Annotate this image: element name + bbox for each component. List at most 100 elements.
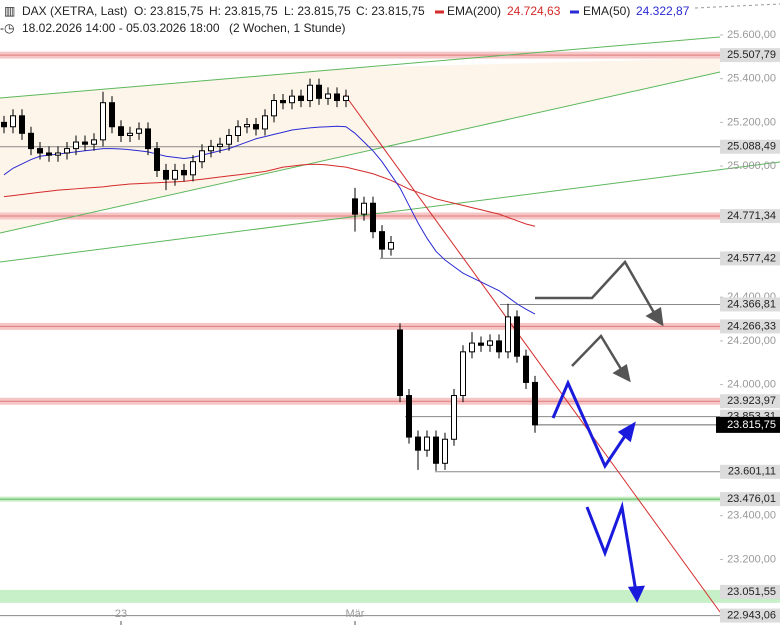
header: ▥ DAX (XETRA, Last) O: 23.815,75 H: 23.8… — [0, 4, 690, 35]
level-label: 23.601,11 — [728, 466, 776, 478]
candle-body — [397, 329, 403, 397]
level-label: 24.771,34 — [727, 210, 776, 222]
x-tick-label: 23 — [115, 608, 127, 620]
candle-body — [388, 242, 394, 250]
arrow — [585, 501, 638, 593]
candle-body — [514, 316, 520, 357]
candle-body — [163, 169, 169, 180]
level-zone — [0, 589, 780, 603]
level-label: 24.366,81 — [727, 298, 776, 310]
ohlc-low: L: 23.815,75 — [284, 4, 351, 18]
legend-name: EMA(200) — [447, 4, 501, 18]
candle-body — [343, 95, 349, 102]
legend-name: EMA(50) — [583, 4, 630, 18]
candle-body — [1, 121, 7, 128]
ohlc-close: C: 23.815,75 — [356, 4, 425, 18]
candle-body — [181, 169, 187, 176]
candle-body — [415, 436, 421, 451]
y-tick-label: 25.400,00 — [727, 73, 776, 85]
candle-body — [316, 84, 322, 99]
candle-body — [271, 100, 277, 117]
interval: (2 Wochen, 1 Stunde) — [229, 21, 346, 35]
y-tick-label: 24.200,00 — [727, 335, 776, 347]
candle-body — [235, 126, 241, 136]
candle-body — [109, 102, 115, 128]
candle-body — [325, 93, 331, 99]
y-tick-label: 24.000,00 — [727, 379, 776, 391]
candle-body — [298, 95, 304, 102]
level-label-bg — [720, 251, 780, 266]
candle-body — [100, 102, 106, 141]
candle-body — [478, 342, 484, 346]
candle-body — [244, 124, 250, 128]
trend-line — [0, 36, 721, 99]
candle-body — [208, 145, 214, 152]
candle-body — [226, 134, 232, 145]
candle-body — [469, 342, 475, 353]
ohlc-high: H: 23.815,75 — [209, 4, 278, 18]
candle-body — [28, 132, 34, 150]
candle-body — [487, 340, 493, 346]
level-label: 23.051,55 — [727, 586, 776, 598]
candle-body — [37, 148, 43, 154]
last-price-bg — [716, 416, 780, 433]
arrow-head — [617, 421, 636, 443]
level-label: 23.476,01 — [727, 493, 776, 505]
level-label: 24.577,42 — [727, 252, 776, 264]
level-label-bg — [720, 394, 780, 409]
candle-body — [532, 381, 538, 426]
x-tick-label: Mär — [346, 608, 365, 620]
level-label-bg — [720, 209, 780, 224]
level-label-bg — [720, 319, 780, 334]
arrow — [571, 333, 626, 375]
candle-body — [73, 141, 79, 150]
arrow-head — [612, 363, 631, 383]
candle-body — [442, 438, 448, 464]
trend-line — [0, 161, 780, 263]
level-label-bg — [720, 584, 780, 599]
y-tick-label: 23.400,00 — [727, 510, 776, 522]
candle-body — [154, 148, 160, 171]
candle-body — [10, 115, 16, 128]
candle-body — [424, 436, 430, 451]
candle-body — [505, 316, 511, 353]
arrow — [535, 259, 659, 319]
candle-body — [307, 84, 313, 102]
level-label: 25.507,79 — [727, 49, 776, 61]
candle-body — [352, 198, 358, 215]
candle-body — [460, 351, 466, 397]
level-label: 23.923,97 — [727, 395, 776, 407]
candle-body — [91, 139, 97, 145]
chart-icon: ▥ — [4, 4, 15, 18]
dashed-line — [694, 3, 780, 9]
candle-body — [82, 141, 88, 145]
level-label: 25.088,49 — [727, 141, 776, 153]
candle-body — [406, 395, 412, 438]
level-label-bg — [720, 608, 780, 623]
candle-body — [199, 150, 205, 163]
candle-body — [46, 152, 52, 156]
y-tick-label: 23.200,00 — [727, 553, 776, 565]
legend-value: 24.322,87 — [636, 4, 690, 18]
candle-body — [370, 202, 376, 233]
candle-body — [217, 143, 223, 147]
candle-body — [262, 115, 268, 130]
level-label: 22.943,06 — [727, 609, 776, 621]
legend-value: 24.724,63 — [507, 4, 561, 18]
level-label-bg — [720, 297, 780, 312]
last-price-label: 23.815,75 — [727, 419, 776, 431]
candle-body — [334, 93, 340, 102]
channel-area — [0, 58, 720, 233]
y-tick-label: 25.200,00 — [727, 116, 776, 128]
instrument: DAX (XETRA, Last) — [22, 4, 127, 18]
candle-body — [253, 124, 259, 130]
candle-body — [451, 395, 457, 440]
y-tick-label: 25.600,00 — [727, 29, 776, 41]
candle-body — [145, 128, 151, 150]
candle-body — [496, 340, 502, 353]
arrow — [551, 379, 631, 470]
candle-body — [361, 202, 367, 215]
candle-body — [172, 169, 178, 180]
candle-body — [19, 115, 25, 134]
